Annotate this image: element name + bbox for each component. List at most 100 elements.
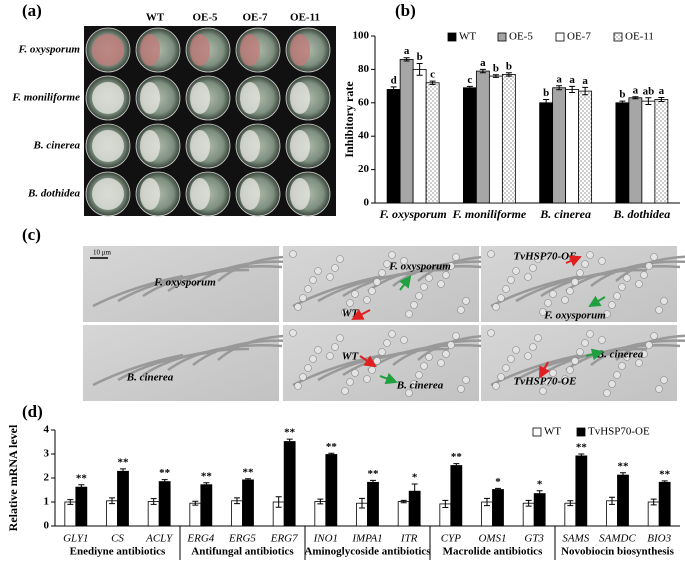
- spore: [507, 355, 515, 363]
- spore: [603, 389, 611, 397]
- annotation: *: [412, 472, 418, 484]
- bar: [106, 500, 118, 527]
- error-bar: [632, 96, 639, 100]
- error-bar: [619, 100, 626, 105]
- group-label: Macrolide antibiotics: [443, 546, 543, 558]
- bar: [654, 99, 669, 204]
- x-tick-label: CYP: [441, 533, 461, 545]
- error-bar: [150, 498, 157, 505]
- legend-label: WT: [459, 31, 476, 43]
- bar: [641, 100, 656, 204]
- spore: [326, 352, 334, 360]
- annotation: **: [368, 468, 380, 480]
- colony: [92, 178, 124, 210]
- error-bar: [661, 480, 668, 485]
- error-bar: [556, 85, 563, 91]
- annotation: c: [467, 74, 472, 86]
- spore: [326, 273, 334, 281]
- scale-label: 10 μm: [93, 249, 112, 257]
- spore: [497, 373, 505, 381]
- spore: [341, 387, 349, 395]
- x-tick-label: GLY1: [63, 533, 88, 545]
- bar: [522, 502, 535, 527]
- annotation: b: [619, 89, 625, 101]
- annotation: *: [495, 476, 501, 488]
- spore: [660, 297, 668, 305]
- spore: [586, 330, 594, 338]
- bar: [147, 501, 160, 527]
- spore: [304, 285, 312, 293]
- spore: [378, 348, 386, 356]
- image-label: B. cinerea: [596, 349, 644, 361]
- spore: [447, 341, 455, 349]
- spore: [561, 375, 569, 383]
- hypha: [615, 255, 685, 282]
- spore: [645, 262, 653, 270]
- hypha: [292, 274, 384, 308]
- spore: [388, 251, 396, 259]
- spore: [420, 283, 428, 291]
- error-bar: [234, 497, 240, 505]
- bar: [492, 489, 504, 527]
- error-bar: [658, 96, 665, 102]
- x-tick-label: F. oxysporum: [379, 207, 447, 221]
- spore: [405, 310, 413, 318]
- error-bar: [78, 484, 85, 491]
- y-tick-label: 0: [364, 197, 370, 209]
- spore: [410, 301, 418, 309]
- spore: [437, 359, 445, 367]
- spore: [383, 339, 391, 347]
- annotation: **: [201, 470, 213, 482]
- colony: [290, 34, 310, 66]
- spore: [566, 366, 574, 374]
- y-tick-label: 2: [44, 472, 50, 484]
- row-label: B. dothidea: [27, 188, 80, 200]
- spore: [492, 382, 500, 390]
- bar: [615, 102, 630, 204]
- legend-swatch: [613, 32, 623, 42]
- spore: [289, 329, 297, 337]
- legend-label: OE-7: [567, 31, 591, 43]
- error-bar: [203, 482, 210, 488]
- spore: [544, 299, 552, 307]
- error-bar: [400, 499, 407, 504]
- x-tick-label: ACLY: [145, 533, 174, 545]
- panel-a-labels: WT OE-5 OE-7 OE-11 F. oxysporum F. moniliform…: [11, 12, 320, 200]
- error-bar: [479, 68, 486, 74]
- error-bar: [543, 98, 550, 107]
- colony: [290, 130, 310, 162]
- annotation: a: [556, 73, 562, 85]
- image-label: F. oxysporum: [543, 310, 606, 322]
- spore: [294, 382, 302, 390]
- colony: [140, 82, 160, 114]
- spore: [309, 355, 317, 363]
- image-label: WT: [342, 351, 360, 363]
- error-bar: [359, 497, 365, 509]
- bar: [647, 501, 660, 527]
- spore: [598, 336, 606, 344]
- colony: [190, 178, 210, 210]
- spore: [524, 352, 532, 360]
- annotation: a: [633, 84, 639, 96]
- spore: [618, 362, 626, 370]
- row-label: F. oxysporum: [17, 44, 80, 56]
- annotation: **: [576, 442, 588, 454]
- spore: [415, 371, 423, 379]
- x-tick-label: F. moniliforme: [451, 207, 526, 221]
- annotation: **: [159, 467, 171, 479]
- legend-label: WT: [544, 426, 561, 438]
- panel-label: (c): [22, 225, 41, 244]
- error-bar: [429, 80, 436, 85]
- y-tick-label: 4: [44, 424, 50, 436]
- spore: [529, 264, 537, 272]
- bar: [475, 70, 490, 204]
- colony: [92, 34, 124, 66]
- bar: [462, 87, 477, 204]
- error-bar: [569, 85, 576, 93]
- spore: [645, 341, 653, 349]
- bar: [565, 89, 580, 204]
- group-label: Enediyne antibiotics: [70, 546, 166, 558]
- error-bar: [645, 97, 652, 105]
- spore: [512, 267, 520, 275]
